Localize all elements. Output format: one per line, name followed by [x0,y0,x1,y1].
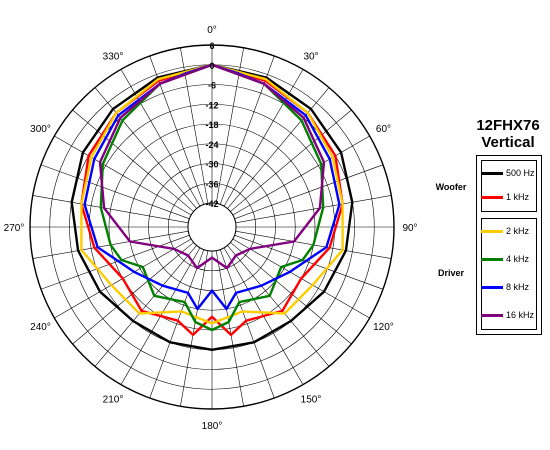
series-curve-1 [80,63,344,337]
angle-label-210: 210° [103,394,124,405]
chart-title-model: 12FHX76 [476,117,540,134]
radial-tick-label: -6 [208,81,216,91]
legend-item-16khz: 16 kHz [481,308,535,322]
angle-label-150: 150° [301,394,322,405]
radial-tick-label: 0 [209,61,214,71]
legend-swatch [481,258,503,261]
radial-tick-label: 6 [209,41,214,51]
angle-label-270: 270° [4,223,25,234]
legend-label: 1 kHz [506,192,530,202]
angle-label-330: 330° [103,52,124,63]
legend-swatch [481,172,503,175]
series-curve-2 [80,63,344,325]
legend-label: 8 kHz [506,282,530,292]
angle-label-90: 90° [402,223,417,234]
radial-tick-label: -36 [205,179,218,189]
legend-swatch [481,196,503,199]
polar-tick-labels: 6 0 -6 -12 -18 -24 -30 -36 -42 0° 30° 60° 90° 120° 150… [4,25,418,432]
legend-item-1khz: 1 kHz [481,190,531,204]
legend: 500 Hz 1 kHz 2 kHz 4 kHz 8 kHz 16 kHz [476,155,542,335]
angle-label-180: 180° [202,421,223,432]
angle-label-60: 60° [376,124,391,135]
legend-swatch [481,230,503,233]
grid-outer-ring [29,44,395,410]
series-curve-3 [99,63,325,332]
angle-label-120: 120° [373,322,394,333]
series-curve-4 [83,63,341,311]
radial-tick-label: -18 [205,120,218,130]
legend-swatch [481,286,503,289]
grid-ring [69,84,355,370]
legend-item-8khz: 8 kHz [481,280,531,294]
radial-tick-label: -24 [205,140,218,150]
radial-tick-label: -30 [205,160,218,170]
legend-item-500hz: 500 Hz [481,166,535,180]
radial-tick-label: -42 [205,199,218,209]
angle-label-0: 0° [207,25,217,36]
angle-label-30: 30° [303,52,318,63]
polar-curves [70,63,354,351]
legend-item-4khz: 4 kHz [481,252,531,266]
grid-ring [167,182,257,272]
legend-label: 4 kHz [506,254,530,264]
legend-box-woofer [481,160,537,212]
legend-label: 2 kHz [506,226,530,236]
grid-ring [128,143,296,311]
grid-inner-hole [187,202,237,252]
series-curve-5 [98,63,326,270]
legend-group-woofer: Woofer [435,182,467,192]
legend-label: 16 kHz [506,310,535,320]
series-curve-0 [70,63,354,351]
chart-title-orientation: Vertical [481,134,535,151]
legend-swatch [481,314,503,317]
legend-box-driver [481,218,537,330]
angle-label-240: 240° [30,322,51,333]
radial-tick-label: -12 [205,100,218,110]
legend-group-driver: Driver [437,268,464,278]
legend-item-2khz: 2 kHz [481,224,531,238]
angle-label-300: 300° [30,124,51,135]
legend-label: 500 Hz [506,168,535,178]
